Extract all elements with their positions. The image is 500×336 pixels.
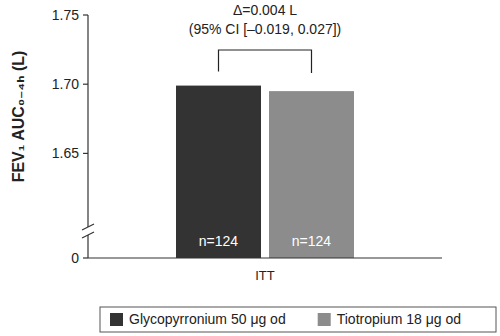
x-axis xyxy=(88,257,442,258)
y-tick-label: 0 xyxy=(71,250,79,266)
legend: Glycopyrronium 50 μg od Tiotropium 18 μg … xyxy=(100,307,496,332)
bracket xyxy=(219,50,312,73)
bar xyxy=(269,91,354,258)
chart: n=124 n=124 ITT 0 1.65 1.70 1.75 FEV₁ AUC₀₋₄ₕ (… xyxy=(0,0,500,336)
legend-swatch xyxy=(110,313,123,326)
legend-label: Tiotropium 18 μg od xyxy=(337,311,461,327)
category-label: ITT xyxy=(255,268,275,283)
y-tick-label: 1.70 xyxy=(52,76,79,92)
axis-break-gap xyxy=(80,227,96,235)
y-tick xyxy=(83,153,88,154)
bar-labels: n=124 n=124 xyxy=(199,233,332,249)
legend-swatch xyxy=(318,313,331,326)
bar xyxy=(176,86,261,258)
annotation: (95% CI [–0.019, 0.027]) xyxy=(189,21,342,37)
y-tick xyxy=(83,257,88,258)
y-axis-label: FEV₁ AUC₀₋₄ₕ (L) xyxy=(10,51,27,183)
y-tick-label: 1.75 xyxy=(52,7,79,23)
y-axis xyxy=(87,15,88,258)
axis-break xyxy=(82,224,94,230)
legend-label: Glycopyrronium 50 μg od xyxy=(129,311,286,327)
n-label: n=124 xyxy=(199,233,239,249)
annotation: Δ=0.004 L xyxy=(233,2,297,18)
y-tick-label: 1.65 xyxy=(52,145,79,161)
axis-break xyxy=(82,232,94,238)
y-tick xyxy=(83,14,88,15)
bars xyxy=(176,86,354,258)
n-label: n=124 xyxy=(292,233,332,249)
y-tick xyxy=(83,84,88,85)
legend-box xyxy=(100,307,496,332)
